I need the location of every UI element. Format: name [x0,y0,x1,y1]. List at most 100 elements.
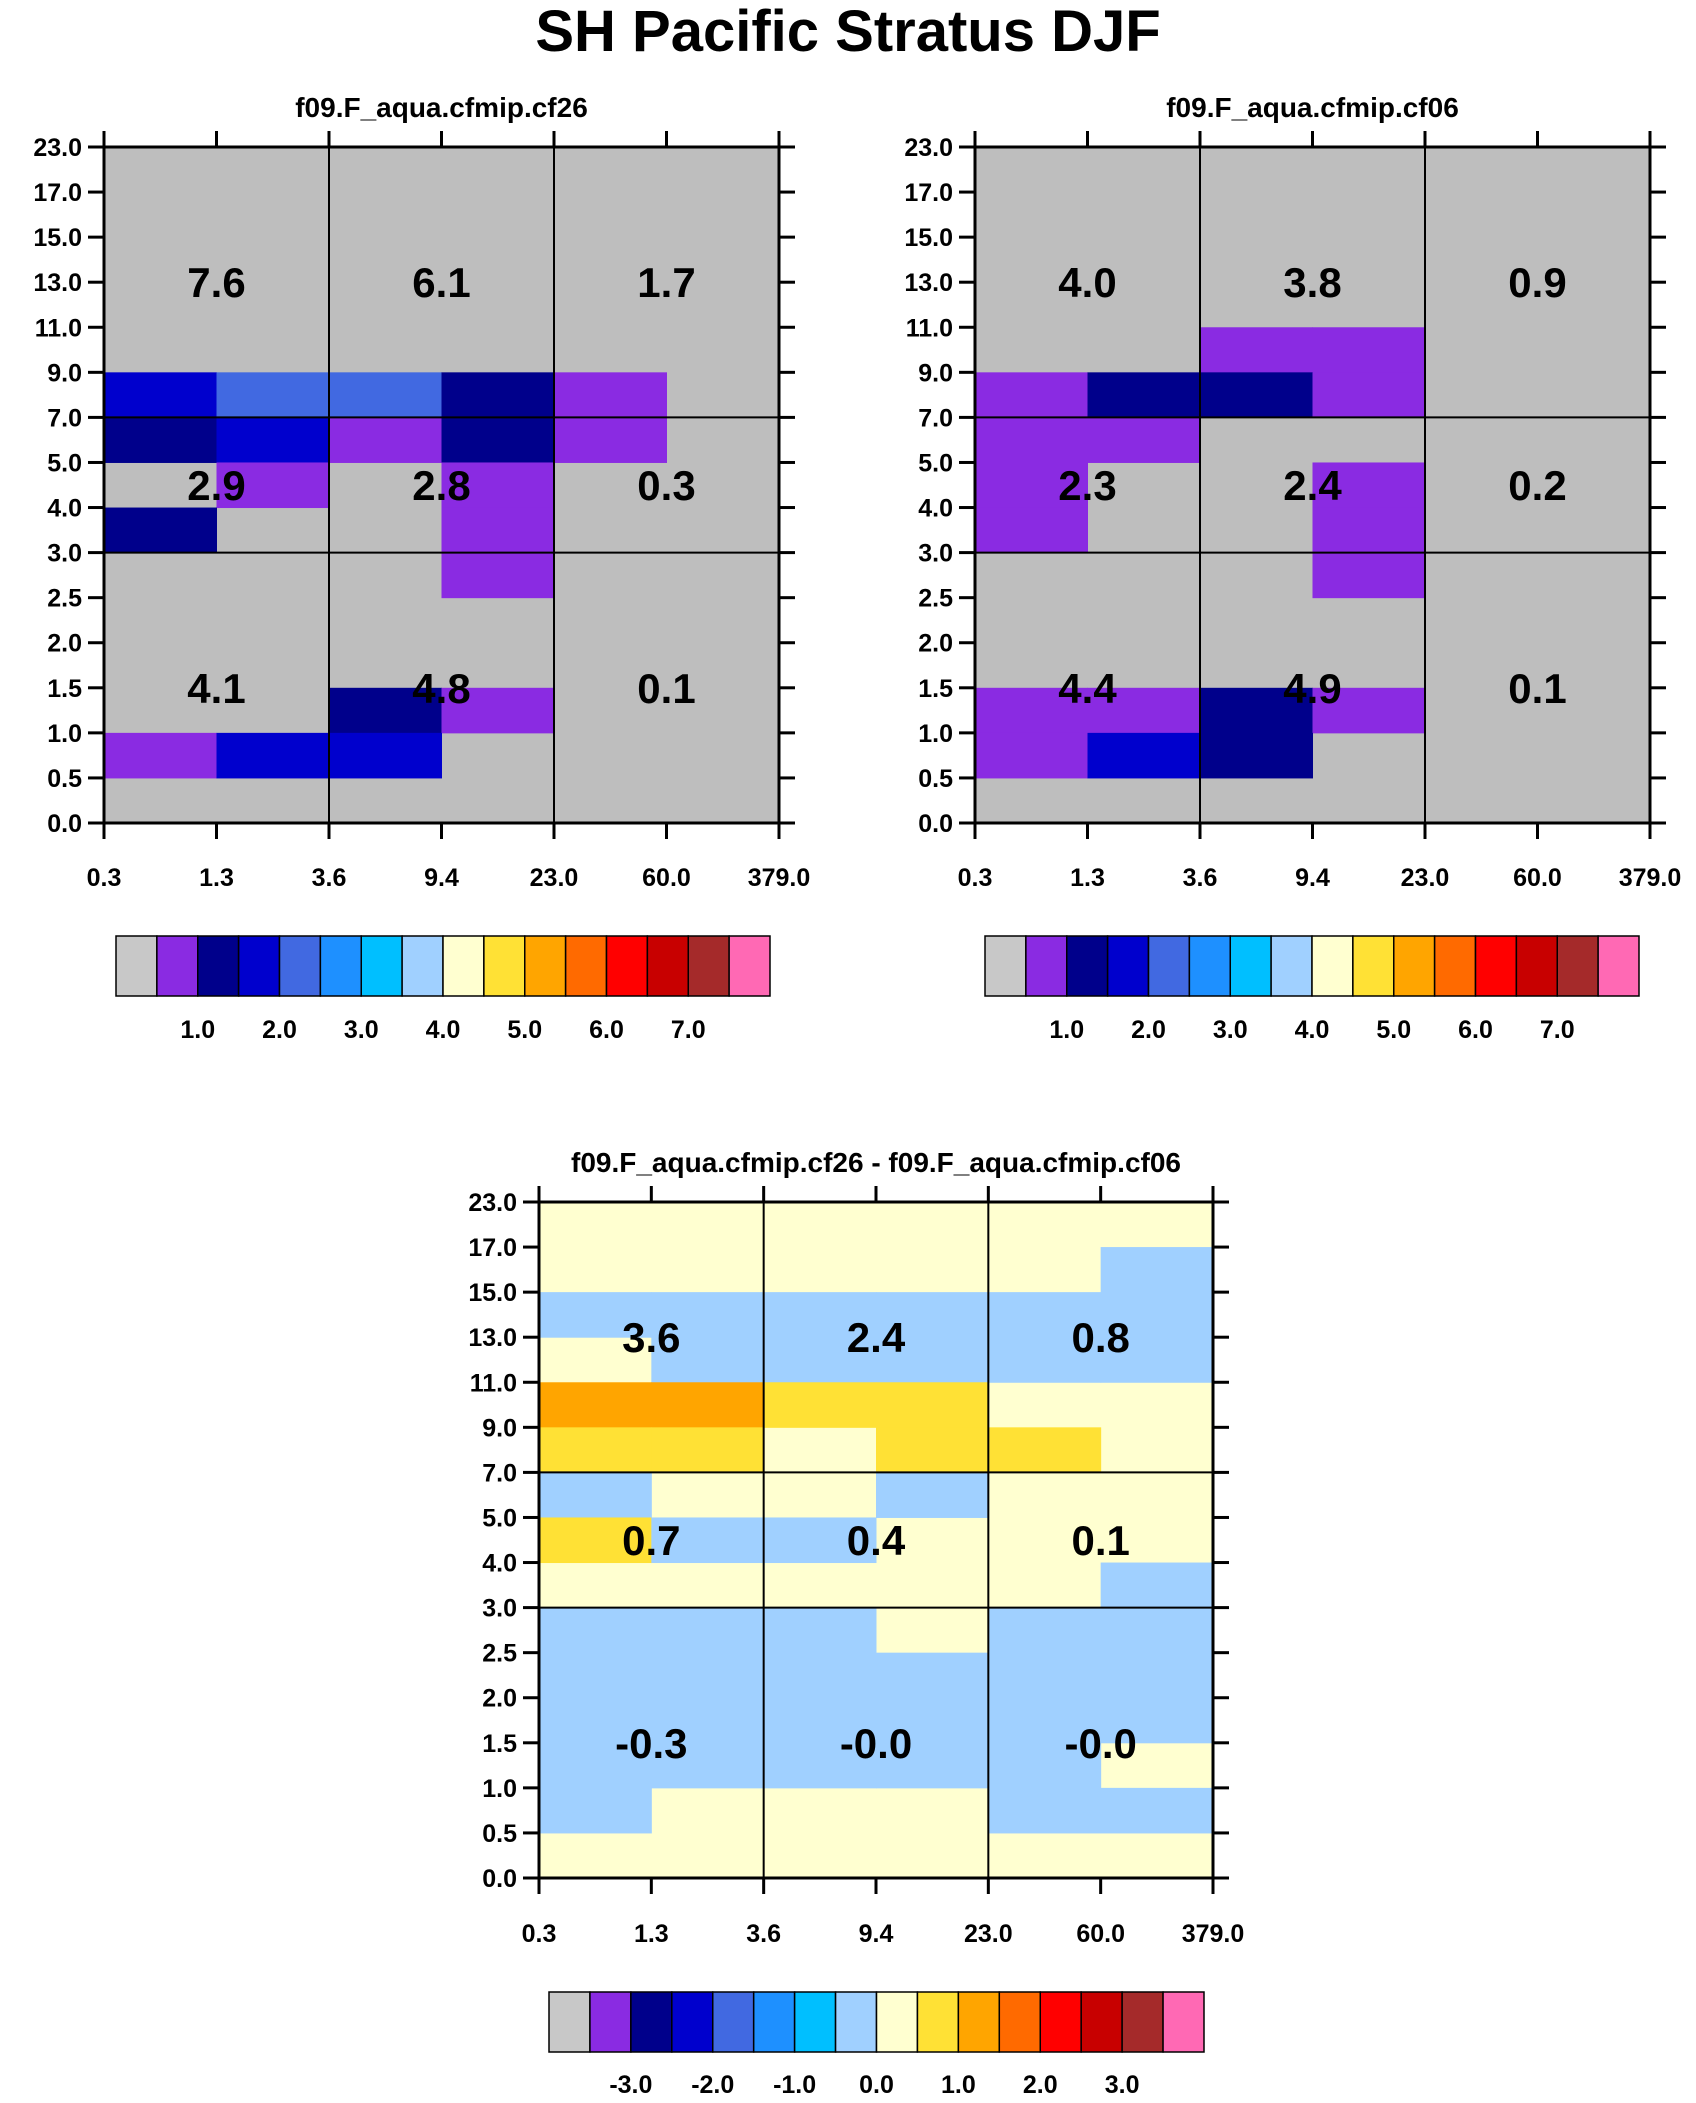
colorbar-swatch [1352,935,1395,997]
panel-title: f09.F_aqua.cfmip.cf26 [295,92,588,123]
heatmap-cell [539,1382,652,1428]
y-tick-label: 11.0 [35,314,82,342]
heatmap-cell [988,1697,1102,1744]
block-total-label: 6.1 [412,259,470,306]
block-total-label: -0.0 [840,1720,912,1767]
heatmap-cell [975,507,1088,554]
y-tick-label: 1.0 [47,720,82,748]
heatmap-cell [651,1607,765,1654]
y-tick-label: 13.0 [468,1324,517,1352]
heatmap-cell [104,732,217,779]
heatmap-cell [975,417,1088,463]
y-tick-label: 0.0 [482,1865,517,1893]
x-tick-label: 379.0 [1182,1920,1245,1948]
heatmap-cell [1087,687,1201,734]
heatmap-cell [441,687,555,734]
panel-diff: 0.0 0.5 1.0 1.5 2.0 2.5 3.0 4.0 5.0 7.0 9.0 11.0 13.… [468,1147,1244,2099]
heatmap-cell [975,687,1088,734]
y-tick-label: 2.5 [47,585,82,613]
block-total-label: 2.9 [187,462,245,509]
heatmap-cell [975,732,1088,779]
colorbar-label: 3.0 [1105,2071,1140,2099]
y-tick-label: 2.0 [47,630,82,658]
y-tick-label: 5.0 [918,449,953,477]
block-total-label: 0.1 [1508,665,1566,712]
block-total-label: 4.4 [1058,665,1117,712]
heatmap-cell [216,372,330,418]
colorbar-label: 6.0 [589,1016,624,1044]
colorbar-swatch [957,1991,1001,2053]
heatmap-cell [651,1742,765,1789]
colorbar-swatch [319,935,362,997]
heatmap-cell [1200,732,1313,779]
heatmap-cell [763,1697,877,1744]
x-tick-label: 9.4 [424,864,459,892]
colorbar-swatch [1393,935,1436,997]
colorbar-swatch [646,935,689,997]
heatmap-cell [1200,372,1313,418]
block-total-label: 0.1 [637,665,695,712]
colorbar-label: 3.0 [1213,1016,1248,1044]
colorbar-swatch [1066,935,1109,997]
heatmap-cell [539,1517,652,1564]
block-total-label: 2.4 [847,1314,906,1361]
colorbar-swatch [1025,935,1068,997]
colorbar-swatch [1433,935,1477,997]
block-total-label: 7.6 [187,259,245,306]
colorbar-swatch [589,1991,632,2053]
heatmap-cell [539,1742,652,1789]
colorbar-swatch [1515,935,1558,997]
colorbar-swatch [752,1991,796,2053]
heatmap-cell [876,1697,989,1744]
y-tick-label: 13.0 [904,269,953,297]
x-tick-label: 23.0 [530,864,579,892]
x-tick-label: 3.6 [746,1920,781,1948]
heatmap-cell [1200,327,1313,373]
block-total-label: 0.3 [637,462,695,509]
heatmap-cell [651,1292,765,1338]
colorbar: -3.0 -2.0 -1.0 0.0 1.0 2.0 3.0 [548,1991,1205,2099]
x-tick-label: 1.3 [634,1920,669,1948]
x-tick-label: 9.4 [859,1920,894,1948]
y-tick-label: 4.0 [482,1550,517,1578]
colorbar-label: 5.0 [507,1016,542,1044]
block-total-label: 0.1 [1071,1517,1129,1564]
heatmap-cell [554,372,667,418]
y-tick-label: 2.5 [482,1640,517,1668]
heatmap-cell [876,1652,989,1699]
y-tick-label: 15.0 [33,224,82,252]
heatmap-cell [441,372,555,418]
x-tick-label: 3.6 [312,864,347,892]
heatmap-cell [763,1607,877,1654]
y-tick-label: 17.0 [468,1234,517,1262]
y-tick-label: 9.0 [918,359,953,387]
heatmap-cell [104,507,217,554]
x-tick-label: 23.0 [1401,864,1450,892]
x-tick-label: 1.3 [199,864,234,892]
y-tick-label: 23.0 [468,1189,517,1217]
block-total-label: -0.0 [1064,1720,1136,1767]
heatmap-cell [876,1292,989,1338]
heatmap-cell [554,417,667,463]
heatmap-cell [876,1472,989,1518]
y-tick-label: 0.0 [47,810,82,838]
y-tick-label: 23.0 [904,134,953,162]
colorbar-swatch [1039,1991,1082,2053]
heatmap-cell [876,1742,989,1789]
heatmap-cell [539,1472,652,1518]
heatmap-cell [1100,1787,1214,1834]
y-tick-label: 0.0 [918,810,953,838]
colorbar-label: -2.0 [691,2071,734,2099]
y-tick-label: 15.0 [468,1279,517,1307]
colorbar-swatch [1270,935,1313,997]
colorbar-swatch [793,1991,837,2053]
block-total-label: 4.0 [1058,259,1116,306]
heatmap-cell [1100,1697,1214,1744]
y-tick-label: 11.0 [470,1369,517,1397]
y-tick-label: 0.5 [47,765,82,793]
heatmap-cell [763,1517,877,1564]
main-title: SH Pacific Stratus DJF [535,0,1161,64]
heatmap-cell [651,1517,765,1564]
heatmap-cell [441,417,555,463]
colorbar-swatch [360,935,403,997]
